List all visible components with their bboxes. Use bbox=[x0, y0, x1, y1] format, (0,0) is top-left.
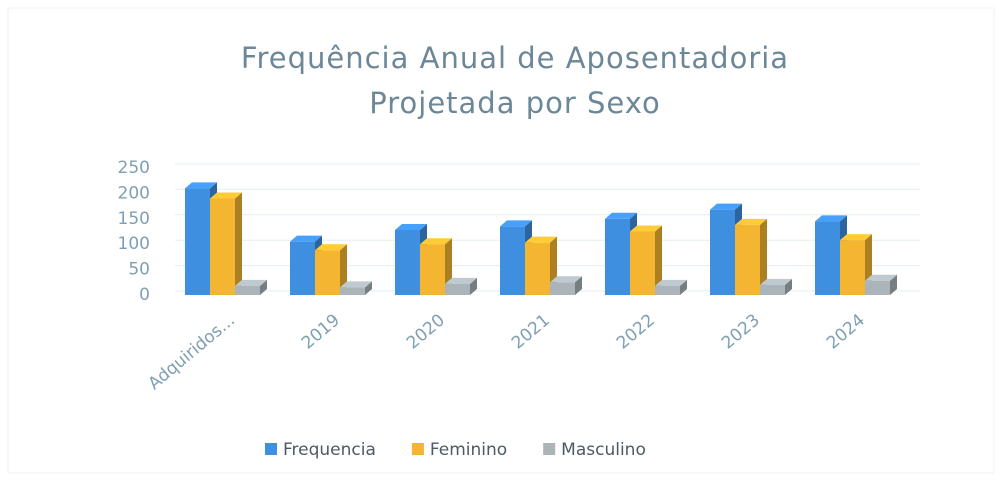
bar bbox=[235, 279, 267, 295]
bar-front bbox=[760, 284, 785, 295]
bar bbox=[550, 276, 582, 295]
bar-front bbox=[605, 218, 630, 295]
x-tick-label: 2020 bbox=[403, 310, 449, 353]
y-tick-label: 50 bbox=[128, 260, 150, 280]
bar-front bbox=[500, 226, 525, 295]
bar-front bbox=[735, 224, 760, 295]
bar-top bbox=[420, 238, 452, 245]
chart-title: Frequência Anual de Aposentadoria Projet… bbox=[240, 41, 790, 120]
bar-top bbox=[630, 225, 662, 232]
x-tick-label: 2024 bbox=[823, 310, 869, 353]
bar-top bbox=[315, 244, 347, 251]
bar-side bbox=[655, 225, 662, 295]
bar-side bbox=[760, 218, 767, 295]
bar bbox=[865, 274, 897, 295]
x-tick-label: 2019 bbox=[298, 310, 344, 353]
bar-top bbox=[550, 276, 582, 283]
bar-top bbox=[840, 234, 872, 241]
bar bbox=[210, 192, 242, 295]
bar-front bbox=[290, 241, 315, 295]
bar-top bbox=[445, 277, 477, 284]
bar-side bbox=[260, 279, 267, 295]
bar bbox=[735, 218, 767, 295]
bar-front bbox=[340, 287, 365, 295]
bar-top bbox=[815, 215, 847, 222]
y-tick-label: 150 bbox=[118, 209, 150, 229]
y-tick-label: 100 bbox=[118, 234, 150, 254]
bar-side bbox=[785, 278, 792, 295]
legend-swatch bbox=[411, 443, 424, 455]
bar-front bbox=[865, 280, 890, 295]
bar-side bbox=[890, 274, 897, 295]
legend-label: Feminino bbox=[430, 440, 507, 460]
bar-front bbox=[395, 229, 420, 295]
bar-front bbox=[655, 285, 680, 295]
bar-top bbox=[710, 203, 742, 210]
bar-side bbox=[340, 244, 347, 295]
y-tick-label: 0 bbox=[139, 285, 150, 305]
y-tick-label: 200 bbox=[118, 183, 150, 203]
bar bbox=[655, 279, 687, 295]
bar bbox=[315, 244, 347, 295]
legend-label: Masculino bbox=[561, 440, 646, 460]
bar-front bbox=[315, 250, 340, 295]
x-tick-label: 2023 bbox=[718, 310, 764, 353]
bar-side bbox=[470, 277, 477, 295]
bar-top bbox=[340, 281, 372, 288]
bar-top bbox=[760, 278, 792, 285]
bar-top bbox=[605, 212, 637, 219]
bar-side bbox=[575, 276, 582, 295]
bar-top bbox=[865, 274, 897, 281]
x-tick-label: Adquiridos... bbox=[145, 310, 239, 394]
bar-top bbox=[525, 236, 557, 243]
bar-front bbox=[710, 209, 735, 295]
bar-top bbox=[210, 192, 242, 199]
bar-top bbox=[395, 223, 427, 230]
bar-side bbox=[365, 281, 372, 295]
bar-front bbox=[630, 231, 655, 295]
bar bbox=[445, 277, 477, 295]
bar-top bbox=[185, 182, 217, 189]
bar-top bbox=[290, 235, 322, 242]
bar-front bbox=[840, 240, 865, 295]
bar-front bbox=[815, 221, 840, 295]
bar-top bbox=[735, 218, 767, 225]
bar-front bbox=[550, 282, 575, 295]
x-tick-label: 2021 bbox=[508, 310, 554, 353]
bar-top bbox=[655, 279, 687, 286]
bar-front bbox=[185, 188, 210, 295]
bar-front bbox=[420, 244, 445, 295]
legend-swatch bbox=[543, 443, 556, 455]
x-tick-label: 2022 bbox=[613, 310, 659, 353]
bar-side bbox=[235, 192, 242, 295]
legend-swatch bbox=[265, 443, 277, 455]
bar-front bbox=[525, 242, 550, 295]
bar bbox=[630, 225, 662, 295]
bar bbox=[525, 236, 557, 295]
bar-side bbox=[680, 279, 687, 295]
bar bbox=[760, 278, 792, 295]
bar bbox=[340, 281, 372, 295]
bar-front bbox=[235, 285, 260, 295]
bar-front bbox=[210, 198, 235, 295]
bar-top bbox=[500, 220, 532, 227]
legend-label: Frequencia bbox=[283, 440, 376, 460]
y-tick-label: 250 bbox=[118, 158, 150, 178]
bar-top bbox=[235, 279, 267, 286]
bar-front bbox=[445, 283, 470, 295]
chart-frame bbox=[7, 7, 995, 474]
